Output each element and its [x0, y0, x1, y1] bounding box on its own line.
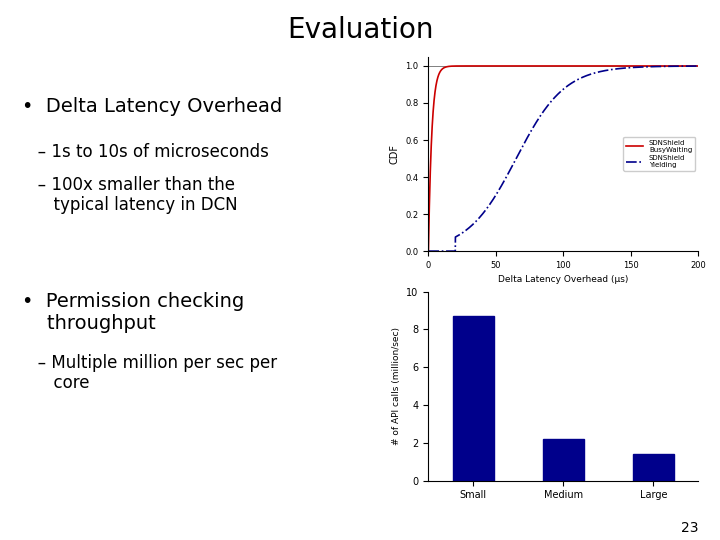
Text: – 100x smaller than the
      typical latency in DCN: – 100x smaller than the typical latency … — [22, 176, 237, 214]
Text: – Multiple million per sec per
      core: – Multiple million per sec per core — [22, 354, 276, 393]
Text: •  Delta Latency Overhead: • Delta Latency Overhead — [22, 97, 282, 116]
Text: •  Permission checking
    throughput: • Permission checking throughput — [22, 292, 244, 333]
Bar — [543, 439, 584, 481]
Y-axis label: CDF: CDF — [390, 144, 400, 164]
Bar — [453, 316, 494, 481]
X-axis label: Delta Latency Overhead (μs): Delta Latency Overhead (μs) — [498, 275, 629, 285]
Text: – 1s to 10s of microseconds: – 1s to 10s of microseconds — [22, 143, 269, 161]
Text: Evaluation: Evaluation — [287, 16, 433, 44]
Legend: SDNShield
BusyWaiting, SDNShield
Yielding: SDNShield BusyWaiting, SDNShield Yieldin… — [624, 137, 695, 171]
Y-axis label: # of API calls (million/sec): # of API calls (million/sec) — [392, 327, 401, 445]
Bar — [633, 454, 674, 481]
Text: 23: 23 — [681, 521, 698, 535]
